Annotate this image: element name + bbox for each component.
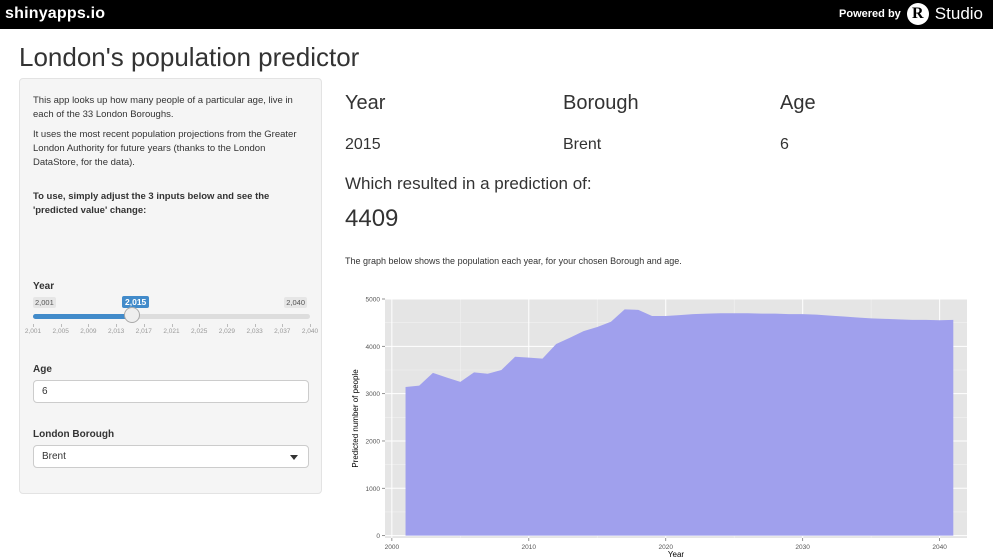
age-label: Age (33, 364, 52, 375)
borough-select-value: Brent (42, 451, 66, 462)
x-tick-label: 2020 (658, 544, 673, 551)
slider-tick-mark (33, 324, 34, 327)
borough-select[interactable]: Brent (33, 445, 309, 468)
graph-description: The graph below shows the population eac… (345, 256, 682, 266)
slider-tick-mark (60, 324, 62, 327)
year-label: Year (33, 281, 55, 292)
y-tick-label: 2000 (366, 438, 381, 445)
borough-value: Brent (563, 136, 602, 153)
sidebar-panel: This app looks up how many people of a p… (19, 78, 322, 494)
instructions-text: To use, simply adjust the 3 inputs below… (33, 191, 270, 216)
slider-tick-mark (254, 324, 256, 327)
year-header: Year (345, 92, 386, 114)
x-tick-label: 2000 (385, 544, 400, 551)
borough-label: London Borough (33, 429, 115, 440)
slider-tick-label: 2,029 (218, 328, 236, 335)
slider-tick-label: 2,013 (107, 328, 125, 335)
year-slider-handle[interactable] (124, 307, 141, 323)
x-tick-label: 2030 (795, 544, 810, 551)
powered-by-label: Powered by (839, 8, 901, 20)
slider-tick-mark (282, 324, 284, 327)
prediction-label: Which resulted in a prediction of: (345, 174, 592, 193)
slider-tick-mark (226, 324, 228, 327)
x-tick-label: 2040 (932, 544, 947, 551)
slider-tick-mark (88, 324, 90, 327)
r-logo-icon: R (906, 3, 929, 25)
y-axis-label: Predicted number of people (351, 369, 360, 468)
year-value: 2015 (345, 136, 381, 153)
year-slider-track[interactable] (33, 314, 310, 319)
year-slider-fill (33, 314, 133, 319)
population-chart: 0 1000 2000 3000 4000 5000 2000 2010 2020 2030 204… (351, 297, 967, 558)
x-axis-label: Year (668, 550, 685, 558)
slider-max-label: 2,040 (284, 297, 307, 308)
studio-label: Studio (934, 4, 983, 23)
slider-tick-mark (171, 324, 173, 327)
slider-tick-label: 2,033 (246, 328, 263, 335)
slider-tick-mark (310, 324, 311, 327)
slider-tick-label: 2,021 (163, 328, 180, 335)
slider-tick-mark (199, 324, 201, 327)
powered-by-rstudio[interactable]: Powered by R Studio (839, 3, 983, 25)
slider-min-label: 2,001 (33, 297, 56, 308)
age-input[interactable]: 6 (33, 380, 309, 403)
chevron-down-icon (290, 455, 298, 460)
x-tick-label: 2010 (522, 544, 537, 551)
y-tick-label: 4000 (366, 344, 381, 351)
slider-tick-mark (143, 324, 145, 327)
slider-tick-label: 2,005 (52, 328, 69, 335)
prediction-value: 4409 (345, 205, 399, 232)
slider-tick-label: 2,037 (274, 328, 291, 335)
age-header: Age (780, 92, 816, 114)
slider-tick-mark (116, 324, 118, 327)
y-tick-label: 1000 (366, 486, 381, 493)
y-tick-label: 0 (376, 533, 380, 540)
y-tick-label: 3000 (366, 391, 381, 398)
slider-tick-label: 2,009 (80, 328, 97, 335)
slider-tick-label: 2,017 (135, 328, 152, 335)
page-title: London's population predictor (19, 42, 360, 72)
borough-header: Borough (563, 92, 639, 114)
population-area (405, 309, 954, 536)
brand-link[interactable]: shinyapps.io (5, 5, 106, 22)
slider-value-label: 2,015 (122, 296, 150, 308)
age-value: 6 (780, 136, 789, 153)
slider-tick-label: 2,001 (24, 328, 42, 335)
y-tick-label: 5000 (366, 297, 381, 304)
slider-tick-label: 2,025 (191, 328, 208, 335)
year-slider-ticks: 2,001 2,005 2,009 2,013 2,017 2,021 2,025 2,029… (25, 324, 318, 344)
intro-text-1: This app looks up how many people of a p… (33, 95, 293, 120)
intro-text-2: It uses the most recent population proje… (33, 129, 297, 168)
top-bar: shinyapps.io Powered by R Studio (0, 0, 993, 29)
slider-tick-label: 2,040 (301, 328, 319, 335)
